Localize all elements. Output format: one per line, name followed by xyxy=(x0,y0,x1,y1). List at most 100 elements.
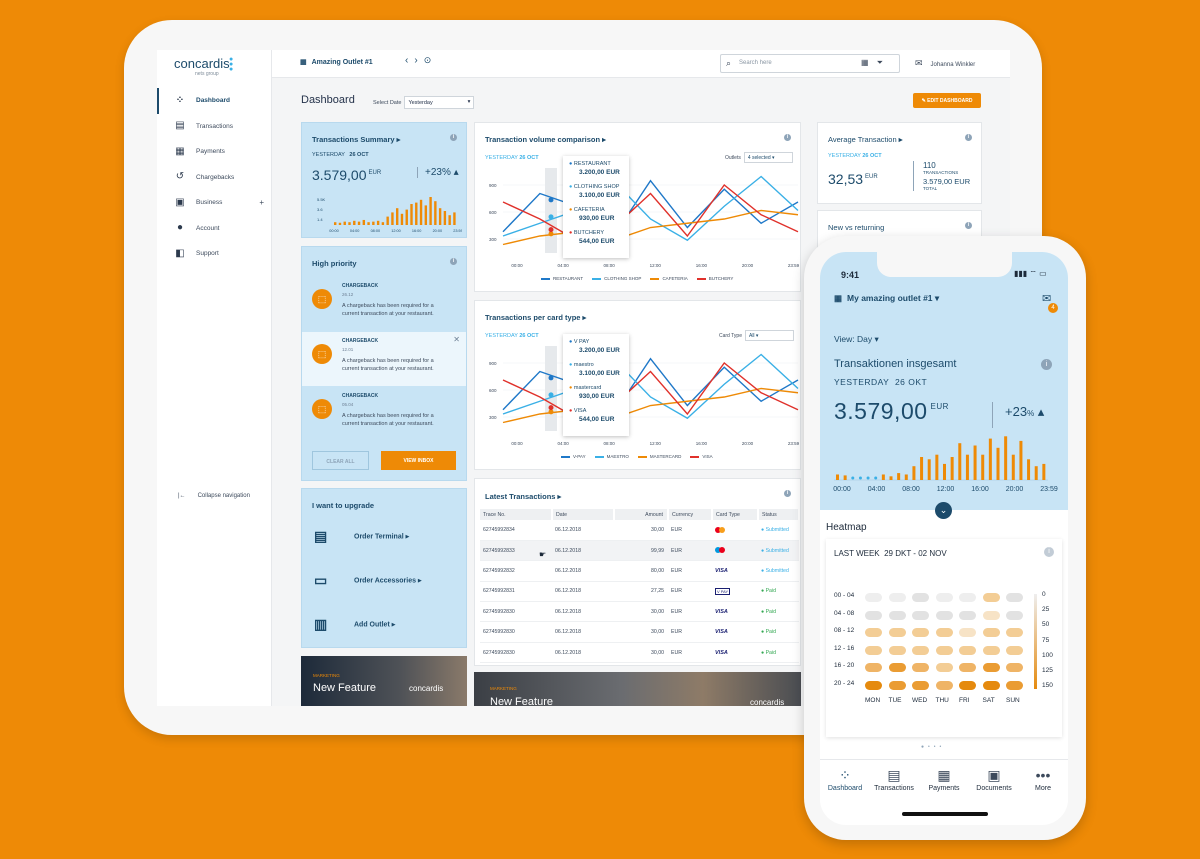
card-type-dropdown[interactable]: All ▾ xyxy=(744,330,794,341)
table-row[interactable]: 62745992830 06.12.2018 30,00 EUR VISA ● Paid xyxy=(480,621,799,643)
chevron-right-icon[interactable]: › xyxy=(414,55,424,66)
priority-item[interactable]: ⬚ CHARGEBACK 26.12 A chargeback has been… xyxy=(302,277,466,331)
table-row[interactable]: 62745992832 06.12.2018 80,00 EUR VISA ● Submi… xyxy=(480,560,799,582)
info-icon[interactable]: i xyxy=(784,134,791,141)
heatmap-cell[interactable] xyxy=(865,645,882,655)
heatmap-cell[interactable] xyxy=(1006,593,1023,602)
table-row[interactable]: 62745992834 06.12.2018 30,00 EUR ● Submitted xyxy=(480,520,799,541)
heatmap-cell[interactable] xyxy=(959,610,976,620)
heatmap-cell[interactable] xyxy=(935,680,953,690)
sidebar-item-transactions[interactable]: ▤ Transactions xyxy=(175,120,233,132)
tab-transactions[interactable]: ▤ Transactions xyxy=(869,767,919,792)
heatmap-cell[interactable] xyxy=(959,593,976,602)
marketing-banner-2[interactable]: MARKETING New Feature concardis xyxy=(474,672,801,706)
heatmap-cell[interactable] xyxy=(982,628,1000,637)
info-icon[interactable]: i xyxy=(784,490,791,497)
col-card-type[interactable]: Card Type xyxy=(712,509,759,520)
priority-item[interactable]: ⬚ CHARGEBACK 12.01 A chargeback has been… xyxy=(302,332,466,386)
outlet-selector[interactable]: ▦ Amazing Outlet #1 xyxy=(300,59,373,66)
heatmap-cell[interactable] xyxy=(912,645,929,655)
heatmap-cell[interactable] xyxy=(912,680,929,690)
sidebar-item-dashboard[interactable]: ⁘ Dashboard xyxy=(157,88,272,114)
heatmap-cell[interactable] xyxy=(912,610,929,620)
date-dropdown[interactable]: Yesterday ▾ xyxy=(404,96,475,109)
tab-payments[interactable]: ▦ Payments xyxy=(919,767,969,792)
sidebar-item-payments[interactable]: ▦ Payments xyxy=(175,145,225,157)
marketing-banner[interactable]: MARKETING New Feature concardis xyxy=(301,656,467,706)
calendar-icon[interactable]: ▦ xyxy=(861,58,877,67)
tab-dashboard[interactable]: ⁘ Dashboard xyxy=(820,767,870,792)
order-accessories-link[interactable]: ▭ Order Accessories ▸ xyxy=(314,572,422,588)
heatmap-cell[interactable] xyxy=(888,628,906,637)
user-menu[interactable]: ✉ Johanna Winkler xyxy=(915,58,976,68)
sidebar-item-account[interactable]: ● Account xyxy=(176,222,220,234)
heatmap-cell[interactable] xyxy=(912,593,929,602)
heatmap-cell[interactable] xyxy=(1006,628,1023,637)
priority-item[interactable]: ⬚ CHARGEBACK 05.04 A chargeback has been… xyxy=(302,387,466,441)
edit-dashboard-button[interactable]: ✎ EDIT DASHBOARD xyxy=(913,93,981,108)
table-row[interactable]: 62745992830 06.12.2018 30,00 EUR VISA ● Paid xyxy=(480,642,799,664)
heatmap-cell[interactable] xyxy=(959,645,976,655)
add-outlet-link[interactable]: ▥ Add Outlet ▸ xyxy=(314,616,396,632)
heatmap-cell[interactable] xyxy=(982,593,1000,602)
latest-title[interactable]: Latest Transactions ▸ xyxy=(485,492,562,501)
col-currency[interactable]: Currency xyxy=(668,509,713,520)
mobile-outlet-selector[interactable]: ▦ My amazing outlet #1 ▾ xyxy=(834,293,940,303)
heatmap-cell[interactable] xyxy=(912,628,929,637)
col-date[interactable]: Date xyxy=(552,509,615,520)
outlet-menu-icon[interactable]: ⊙ xyxy=(423,55,438,65)
heatmap-cell[interactable] xyxy=(888,663,906,672)
heatmap-cell[interactable] xyxy=(865,680,882,690)
sidebar-item-business[interactable]: ▣ Business + xyxy=(175,196,264,208)
clear-all-button[interactable]: CLEAR ALL xyxy=(312,451,369,470)
info-icon[interactable]: i xyxy=(1044,547,1054,557)
heatmap-cell[interactable] xyxy=(888,610,906,620)
expand-chevron-icon[interactable]: ⌄ xyxy=(935,502,952,519)
heatmap-cell[interactable] xyxy=(865,593,882,602)
transactions-summary-title[interactable]: Transactions Summary ▸ xyxy=(312,135,401,144)
chevron-left-icon[interactable]: ‹ xyxy=(405,55,415,66)
mail-icon[interactable]: ✉ xyxy=(1042,293,1052,305)
volume-title[interactable]: Transaction volume comparison ▸ xyxy=(485,135,606,144)
heatmap-cell[interactable] xyxy=(959,628,976,637)
heatmap-cell[interactable] xyxy=(959,680,976,690)
col-status[interactable]: Status xyxy=(758,509,800,520)
heatmap-cell[interactable] xyxy=(912,663,929,672)
heatmap-cell[interactable] xyxy=(935,610,953,620)
sidebar-item-support[interactable]: ◧ Support xyxy=(175,247,219,259)
info-icon[interactable]: i xyxy=(450,134,457,141)
outlets-dropdown[interactable]: 4 selected ▾ xyxy=(743,152,793,163)
heatmap-cell[interactable] xyxy=(865,663,882,672)
filter-icon[interactable]: ⏷ xyxy=(876,58,891,67)
heatmap-cell[interactable] xyxy=(935,663,953,672)
heatmap-cell[interactable] xyxy=(865,628,882,637)
heatmap-cell[interactable] xyxy=(1006,645,1023,655)
heatmap-cell[interactable] xyxy=(935,628,953,637)
heatmap-cell[interactable] xyxy=(1006,663,1023,672)
info-icon[interactable]: i xyxy=(965,222,972,229)
average-title[interactable]: Average Transaction ▸ xyxy=(828,135,903,144)
heatmap-cell[interactable] xyxy=(982,645,1000,655)
view-selector[interactable]: View: Day ▾ xyxy=(834,334,879,344)
tab-more[interactable]: ••• More xyxy=(1018,767,1068,792)
heatmap-cell[interactable] xyxy=(982,610,1000,620)
col-trace[interactable]: Trace No. xyxy=(480,509,553,520)
view-inbox-button[interactable]: VIEW INBOX xyxy=(381,451,456,470)
collapse-navigation[interactable]: |← Collapse navigation xyxy=(178,493,250,499)
heatmap-cell[interactable] xyxy=(982,663,1000,672)
heatmap-cell[interactable] xyxy=(935,593,953,602)
sidebar-item-chargebacks[interactable]: ↺ Chargebacks xyxy=(175,171,235,183)
heatmap-cell[interactable] xyxy=(888,680,906,690)
heatmap-cell[interactable] xyxy=(982,680,1000,690)
heatmap-cell[interactable] xyxy=(1006,610,1023,620)
heatmap-cell[interactable] xyxy=(959,663,976,672)
info-icon[interactable]: i xyxy=(965,134,972,141)
heatmap-cell[interactable] xyxy=(888,645,906,655)
tab-documents[interactable]: ▣ Documents xyxy=(969,767,1019,792)
col-amount[interactable]: Amount xyxy=(614,509,669,520)
info-icon[interactable]: i xyxy=(1041,359,1052,370)
table-row[interactable]: 62745992831 06.12.2018 27,25 EUR V PAY ● Paid xyxy=(480,581,799,603)
info-icon[interactable]: i xyxy=(450,258,457,265)
mail-icon[interactable]: ✉ xyxy=(915,58,923,68)
close-icon[interactable]: ✕ xyxy=(453,335,460,344)
